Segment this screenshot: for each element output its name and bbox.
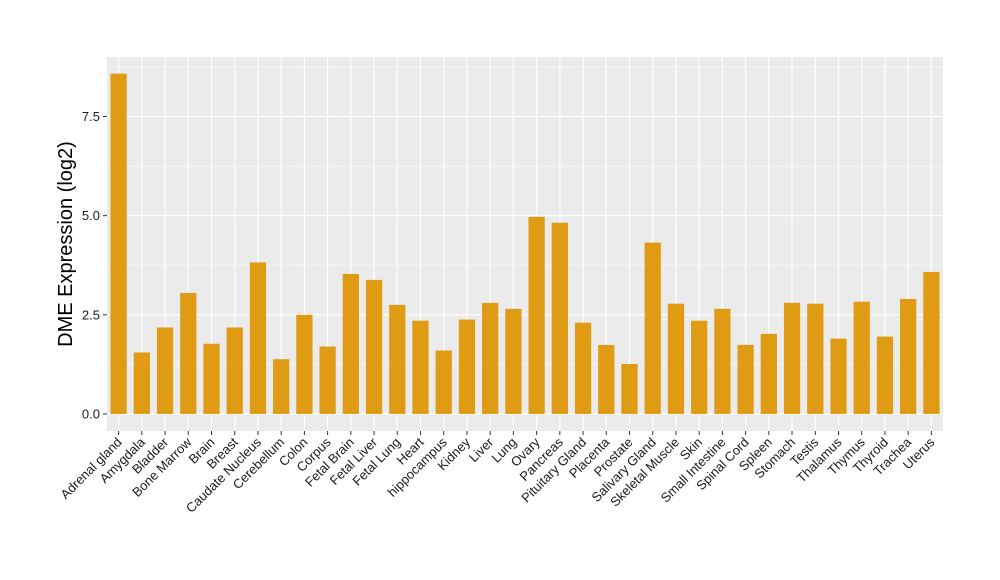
bar	[226, 327, 243, 414]
bar	[667, 303, 685, 414]
bar	[737, 344, 754, 414]
bar	[133, 352, 150, 414]
bar	[319, 346, 336, 414]
x-tick-label: Liver	[466, 434, 497, 465]
bar	[551, 222, 568, 414]
grid-minor	[107, 66, 943, 365]
bar	[830, 338, 847, 414]
bar	[644, 242, 661, 414]
bar	[180, 292, 197, 414]
bar	[389, 304, 406, 414]
bars	[110, 73, 940, 414]
bar	[156, 327, 174, 414]
y-tick-label: 0.0	[82, 406, 100, 421]
bar	[691, 320, 708, 414]
bar	[482, 302, 499, 414]
bar	[900, 298, 917, 414]
bar	[876, 336, 894, 414]
bar	[598, 344, 615, 414]
bar	[807, 303, 824, 414]
bar	[853, 301, 870, 414]
bar	[203, 343, 220, 414]
y-axis-title: DME Expression (log2)	[55, 141, 77, 347]
bar	[110, 73, 127, 414]
bar	[296, 314, 313, 414]
bar	[273, 359, 290, 414]
bar	[249, 262, 267, 414]
bar	[412, 320, 429, 414]
bar	[435, 350, 452, 414]
bar	[505, 308, 522, 414]
bar	[783, 302, 801, 414]
y-tick-label: 2.5	[82, 307, 100, 322]
bar	[574, 322, 592, 414]
bar	[365, 279, 383, 414]
y-axis: 0.0 2.5 5.0 7.5	[82, 109, 107, 421]
bar	[714, 308, 731, 414]
bar	[621, 363, 638, 414]
bar	[342, 273, 359, 414]
y-tick-label: 5.0	[82, 208, 100, 223]
plot-panel	[107, 57, 943, 431]
bar	[760, 333, 777, 414]
y-tick-label: 7.5	[82, 109, 100, 124]
bar	[458, 319, 476, 414]
bar	[923, 271, 940, 414]
bar	[528, 216, 545, 414]
